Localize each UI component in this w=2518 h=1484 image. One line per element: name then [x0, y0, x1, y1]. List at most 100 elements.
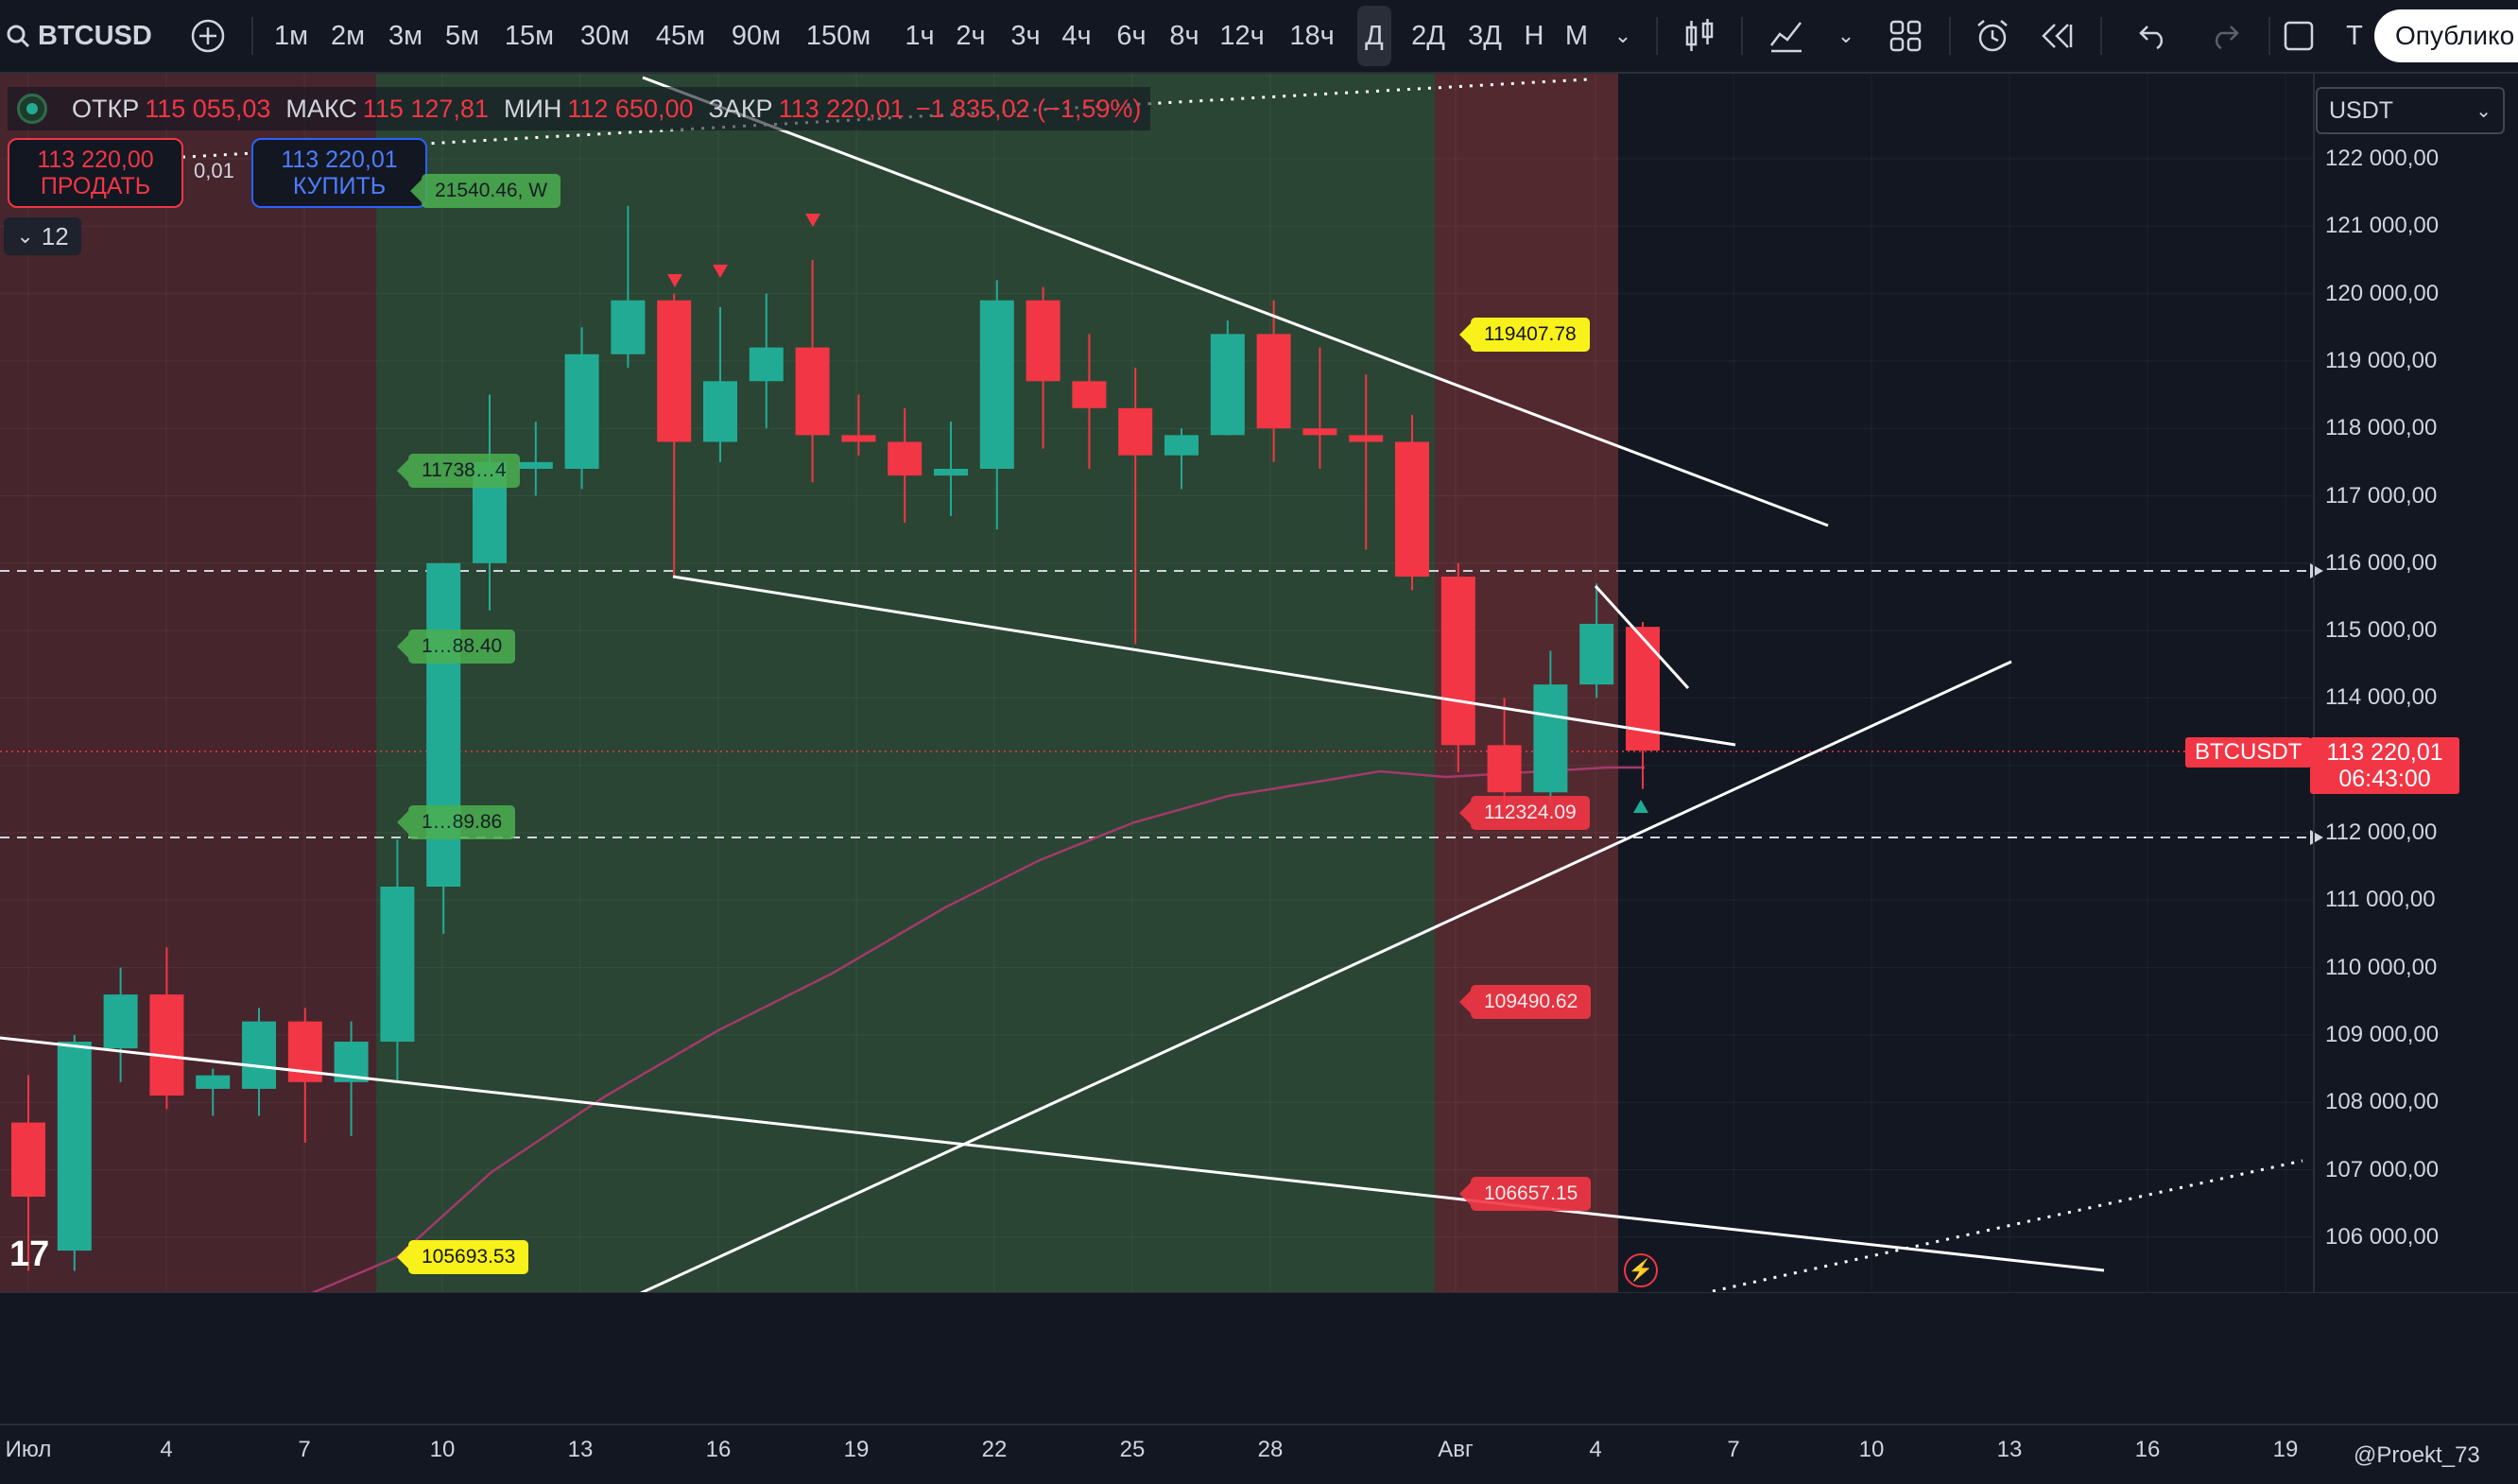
publish-label: Опублико	[2395, 21, 2515, 50]
buy-label: КУПИТЬ	[292, 173, 387, 199]
interval-button[interactable]: 4ч	[1061, 20, 1092, 51]
interval-button[interactable]: 1м	[273, 20, 309, 51]
interval-button[interactable]: 150м	[805, 20, 871, 51]
truncated-toolbar-item[interactable]: T	[2346, 20, 2363, 51]
time-axis-label: 7	[298, 1437, 311, 1462]
sell-label: ПРОДАТЬ	[40, 173, 151, 199]
candle-body	[242, 1021, 276, 1089]
price-axis-label: 119 000,00	[2325, 347, 2438, 373]
candle	[1256, 300, 1291, 462]
publish-button[interactable]: Опублико	[2374, 9, 2518, 62]
candle-body	[1440, 577, 1475, 746]
symbol-price-badge: BTCUSDT	[2185, 737, 2312, 768]
candle-body	[103, 994, 138, 1049]
candle-body	[1579, 623, 1614, 685]
interval-dropdown-button[interactable]: ⌄	[1613, 24, 1632, 47]
price-tag-yellow[interactable]: 119407.78	[1459, 318, 1590, 352]
interval-button[interactable]: 5м	[444, 20, 480, 51]
price-tag-red[interactable]: 112324.09	[1459, 796, 1590, 830]
interval-button[interactable]: 3ч	[1010, 20, 1041, 51]
indicators-button[interactable]	[1766, 0, 1807, 72]
interval-button[interactable]: М	[1564, 20, 1589, 51]
price-chart[interactable]	[0, 74, 2518, 1293]
layouts-button[interactable]	[1885, 0, 1926, 72]
interval-button[interactable]: 2ч	[956, 20, 986, 51]
bottom-panel-separator	[0, 1424, 2518, 1425]
symbol-badge-label: BTCUSDT	[2195, 739, 2302, 765]
interval-button[interactable]: 8ч	[1169, 20, 1199, 51]
price-tag-yellow[interactable]: 105693.53	[396, 1240, 529, 1274]
candle-body	[1302, 428, 1337, 436]
tradingview-logo[interactable]: 17	[9, 1234, 50, 1274]
candle	[611, 205, 646, 369]
candle-body	[564, 354, 599, 469]
trendline-upper-resistance	[642, 76, 1829, 527]
candle-body	[795, 347, 830, 436]
candle	[1026, 286, 1061, 449]
top-toolbar: BTCUSD 1м 2м 3м 5м 15м 30м 45м 90м 150м 1ч 2ч 3ч 4ч 6…	[0, 0, 2518, 74]
candle	[749, 293, 784, 429]
indicators-dropdown-button[interactable]: ⌄	[1837, 24, 1855, 47]
spread-value: 0,01	[194, 159, 234, 182]
price-tag-text: 11738…4	[422, 459, 507, 481]
candle	[1302, 347, 1337, 469]
price-axis-label: 109 000,00	[2325, 1021, 2440, 1047]
toolbar-divider	[251, 17, 253, 55]
price-tag-green[interactable]: 1…88.40	[396, 630, 516, 664]
interval-button[interactable]: 15м	[504, 20, 555, 51]
interval-button[interactable]: Н	[1524, 20, 1544, 51]
search-icon	[7, 25, 30, 48]
interval-button[interactable]: Д	[1357, 6, 1391, 66]
undo-button[interactable]	[2132, 0, 2174, 72]
candle-body	[380, 887, 415, 1043]
buy-button[interactable]: 113 220,01 КУПИТЬ	[251, 138, 427, 208]
interval-button[interactable]: 6ч	[1116, 20, 1147, 51]
candle-body	[149, 994, 184, 1096]
candle-body	[1533, 684, 1568, 793]
price-axis-label: 108 000,00	[2325, 1089, 2440, 1115]
price-axis-label: 114 000,00	[2325, 684, 2438, 711]
candle	[1395, 414, 1429, 591]
sell-button[interactable]: 113 220,00 ПРОДАТЬ	[8, 138, 183, 208]
interval-button[interactable]: 2Д	[1411, 20, 1445, 51]
price-tag-red[interactable]: 106657.15	[1458, 1177, 1592, 1211]
currency-select[interactable]: USDT ⌄	[2316, 87, 2505, 134]
compare-add-button[interactable]	[185, 0, 231, 72]
interval-button[interactable]: 30м	[579, 20, 630, 51]
chart-type-button[interactable]	[1679, 0, 1720, 72]
redo-button[interactable]	[2204, 0, 2246, 72]
candle-body	[749, 347, 784, 382]
price-tag-red[interactable]: 109490.62	[1458, 985, 1592, 1019]
interval-button[interactable]: 2м	[330, 20, 366, 51]
alert-button[interactable]	[1972, 0, 2013, 72]
indicators-collapse-button[interactable]: ⌄ 12	[4, 217, 81, 255]
author-label: @Proekt_73	[2354, 1442, 2480, 1468]
price-tag-green[interactable]: 11738…4	[397, 454, 520, 488]
interval-button[interactable]: 45м	[655, 20, 706, 51]
interval-button[interactable]: 1ч	[905, 20, 935, 51]
symbol-search[interactable]: BTCUSD	[0, 0, 171, 72]
trendline-channel-middle	[672, 575, 1736, 747]
bottom-panel	[0, 1295, 2518, 1484]
lightning-icon[interactable]: ⚡	[1624, 1253, 1658, 1287]
open-value: 115 055,03	[145, 94, 271, 123]
interval-button[interactable]: 90м	[731, 20, 782, 51]
buy-price: 113 220,01	[281, 147, 398, 173]
price-tag-green[interactable]: 1…89.86	[396, 805, 516, 839]
candle-body	[657, 300, 692, 442]
interval-button[interactable]: 18ч	[1289, 20, 1335, 51]
candle	[1579, 583, 1614, 699]
price-axis-label: 118 000,00	[2325, 415, 2438, 441]
price-tag-green[interactable]: 21540.46, W	[409, 174, 561, 208]
replay-button[interactable]	[2036, 0, 2078, 72]
candle	[1072, 334, 1107, 469]
interval-button[interactable]: 12ч	[1219, 20, 1265, 51]
time-axis-label: 16	[705, 1437, 732, 1462]
last-price-badge: 113 220,01 06:43:00	[2310, 737, 2459, 794]
interval-button[interactable]: 3м	[388, 20, 423, 51]
price-axis-label: 115 000,00	[2325, 617, 2438, 644]
open-label: ОТКР	[72, 94, 140, 123]
low-value: 112 650,00	[567, 94, 694, 123]
fullscreen-button[interactable]	[2278, 0, 2320, 72]
interval-button[interactable]: 3Д	[1468, 20, 1502, 51]
